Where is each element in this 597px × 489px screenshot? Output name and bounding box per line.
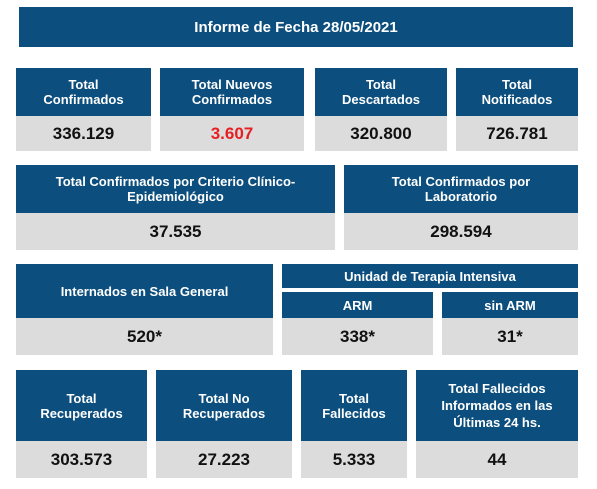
total-descartados-header: Total Descartados xyxy=(315,68,447,116)
total-descartados-value: 320.800 xyxy=(315,116,447,151)
fallecidos-header: Total Fallecidos xyxy=(301,370,407,441)
recuperados-value: 303.573 xyxy=(16,441,147,478)
total-descartados-label: Total Descartados xyxy=(341,77,421,107)
sala-general-value: 520* xyxy=(16,318,273,355)
total-notificados-label: Total Notificados xyxy=(481,77,553,107)
nuevos-confirmados-header: Total Nuevos Confirmados xyxy=(160,68,304,116)
criterio-clinico-header: Total Confirmados por Criterio Clínico- … xyxy=(16,165,335,213)
no-recuperados-header: Total No Recuperados xyxy=(156,370,292,441)
recuperados-label: Total Recuperados xyxy=(40,390,123,421)
sin-arm-header: sin ARM xyxy=(442,292,578,318)
report-title-text: Informe de Fecha 28/05/2021 xyxy=(194,18,398,36)
total-confirmados-value: 336.129 xyxy=(16,116,151,151)
report-title: Informe de Fecha 28/05/2021 xyxy=(19,7,573,47)
laboratorio-value: 298.594 xyxy=(344,213,578,250)
no-recuperados-value: 27.223 xyxy=(156,441,292,478)
uti-header: Unidad de Terapia Intensiva xyxy=(282,264,578,288)
sin-arm-value: 31* xyxy=(442,318,578,355)
fallecidos-label: Total Fallecidos xyxy=(322,390,386,421)
total-notificados-header: Total Notificados xyxy=(456,68,578,116)
no-recuperados-label: Total No Recuperados xyxy=(182,390,266,421)
arm-header: ARM xyxy=(282,292,433,318)
arm-value: 338* xyxy=(282,318,433,355)
criterio-clinico-label: Total Confirmados por Criterio Clínico- … xyxy=(55,174,296,204)
fallecidos-24h-header: Total Fallecidos Informados en las Últim… xyxy=(416,370,578,441)
arm-label: ARM xyxy=(342,297,373,313)
nuevos-confirmados-value: 3.607 xyxy=(160,116,304,151)
sin-arm-label: sin ARM xyxy=(484,297,536,313)
laboratorio-label: Total Confirmados por Laboratorio xyxy=(391,174,531,204)
fallecidos-value: 5.333 xyxy=(301,441,407,478)
sala-general-label: Internados en Sala General xyxy=(60,283,229,299)
uti-label: Unidad de Terapia Intensiva xyxy=(344,268,516,284)
criterio-clinico-value: 37.535 xyxy=(16,213,335,250)
total-notificados-value: 726.781 xyxy=(456,116,578,151)
laboratorio-header: Total Confirmados por Laboratorio xyxy=(344,165,578,213)
nuevos-confirmados-label: Total Nuevos Confirmados xyxy=(191,77,273,107)
total-confirmados-label: Total Confirmados xyxy=(43,77,124,107)
total-confirmados-header: Total Confirmados xyxy=(16,68,151,116)
fallecidos-24h-value: 44 xyxy=(416,441,578,478)
sala-general-header: Internados en Sala General xyxy=(16,264,273,318)
fallecidos-24h-label: Total Fallecidos Informados en las Últim… xyxy=(441,381,553,430)
recuperados-header: Total Recuperados xyxy=(16,370,147,441)
